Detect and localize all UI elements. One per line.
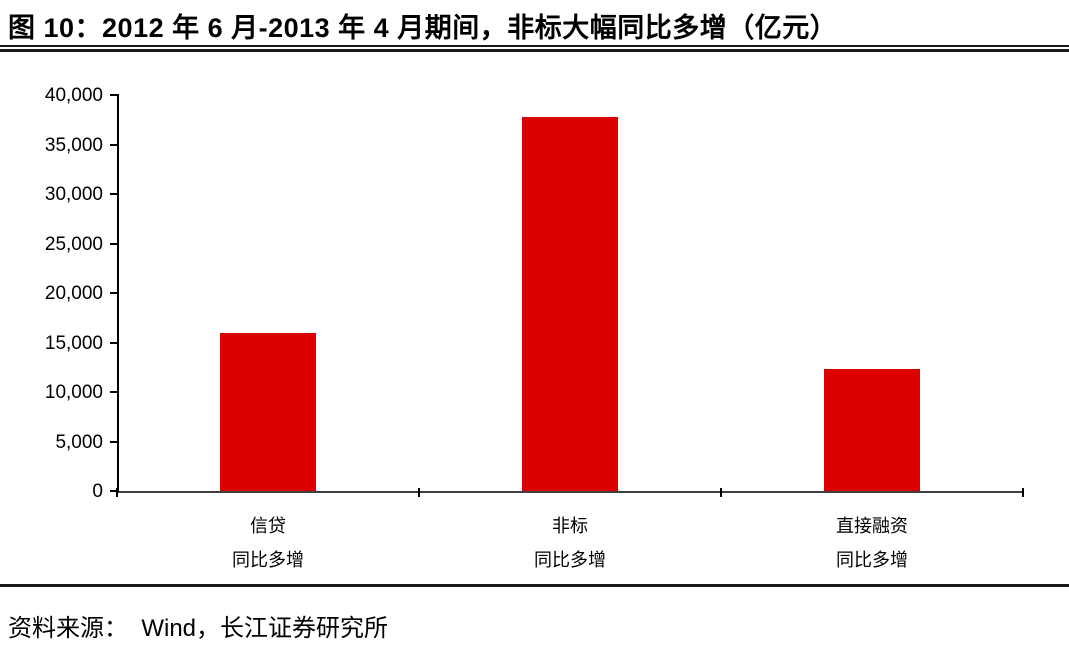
y-axis-tick [110,391,119,393]
category-label-line1: 直接融资 [836,516,908,536]
y-axis-tick [110,94,119,96]
y-axis-tick [110,490,119,492]
y-axis-tick [110,242,119,245]
y-axis-tick-label: 20,000 [44,283,103,304]
category-label-line2: 同比多增 [232,550,304,570]
y-axis-tick-label: 5,000 [55,431,103,453]
source-note: 资料来源： Wind，长江证券研究所 [8,615,389,642]
y-axis-tick-label: 30,000 [44,184,103,205]
footer-divider [0,584,1069,587]
bar-chart: 0 5,000 10,000 15,000 20,000 25,000 30,000 35,0… [0,55,1069,575]
category-label-line1: 非标 [552,516,588,536]
y-axis-tick-label: 35,000 [44,134,103,156]
x-axis-line [117,491,1023,493]
bar-2 [522,116,618,491]
x-axis-tick [1022,488,1024,497]
x-axis-tick [720,488,722,497]
title-divider-thick-line [0,49,1069,52]
y-axis-tick-label: 15,000 [44,332,103,354]
y-axis-tick-label: 0 [92,481,103,502]
bar-3 [824,369,920,491]
y-axis-line [117,95,119,493]
category-label-2: 非标 同比多增 [470,509,670,577]
y-axis-tick [110,292,119,294]
category-label-1: 信贷 同比多增 [168,509,368,577]
title-divider-thin-line [0,45,1069,47]
category-label-line2: 同比多增 [836,550,908,570]
y-axis-tick-label: 40,000 [44,85,103,106]
figure-title: 图 10：2012 年 6 月-2013 年 4 月期间，非标大幅同比多增（亿元… [8,13,838,43]
category-label-3: 直接融资 同比多增 [772,509,972,577]
title-divider [0,45,1069,52]
bar-1 [220,332,316,491]
y-axis-tick [110,143,119,146]
category-label-line2: 同比多增 [534,550,606,570]
category-label-line1: 信贷 [250,516,286,536]
x-axis-tick [418,488,420,497]
y-axis-tick-label: 25,000 [44,233,103,255]
y-axis-tick [110,440,119,443]
y-axis-tick [110,193,119,195]
y-axis-tick-label: 10,000 [44,382,103,403]
y-axis-tick [110,341,119,344]
x-axis-tick [116,488,118,497]
